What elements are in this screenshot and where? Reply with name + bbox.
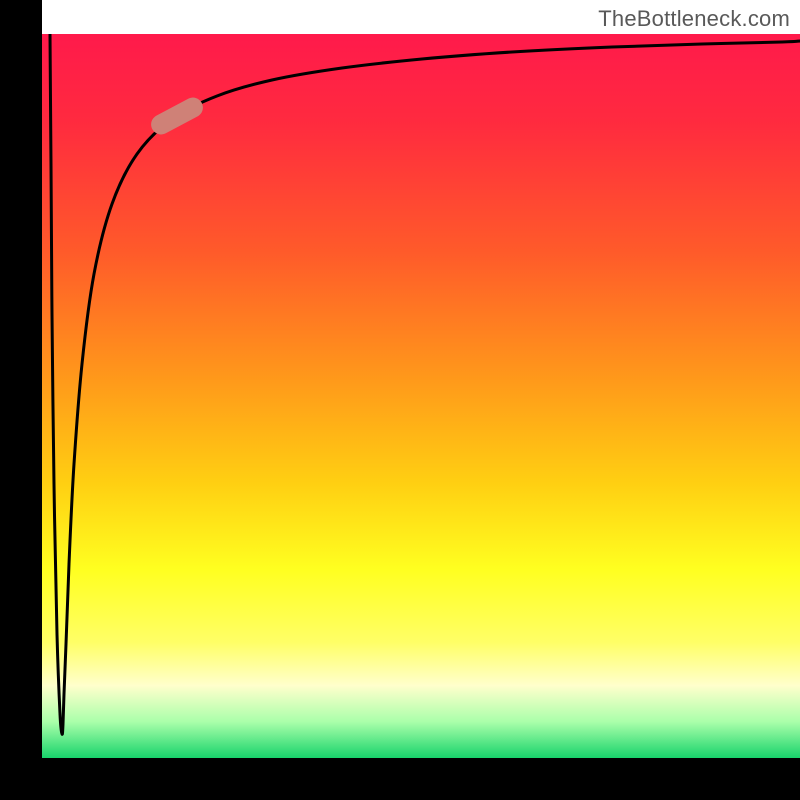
chart-root: TheBottleneck.com <box>0 0 800 800</box>
watermark-text: TheBottleneck.com <box>598 6 790 32</box>
gradient-rect <box>42 34 800 758</box>
gradient-svg <box>42 34 800 758</box>
x-axis-bar <box>0 758 800 800</box>
gradient-plot-area <box>42 34 800 758</box>
y-axis-bar <box>0 0 42 780</box>
